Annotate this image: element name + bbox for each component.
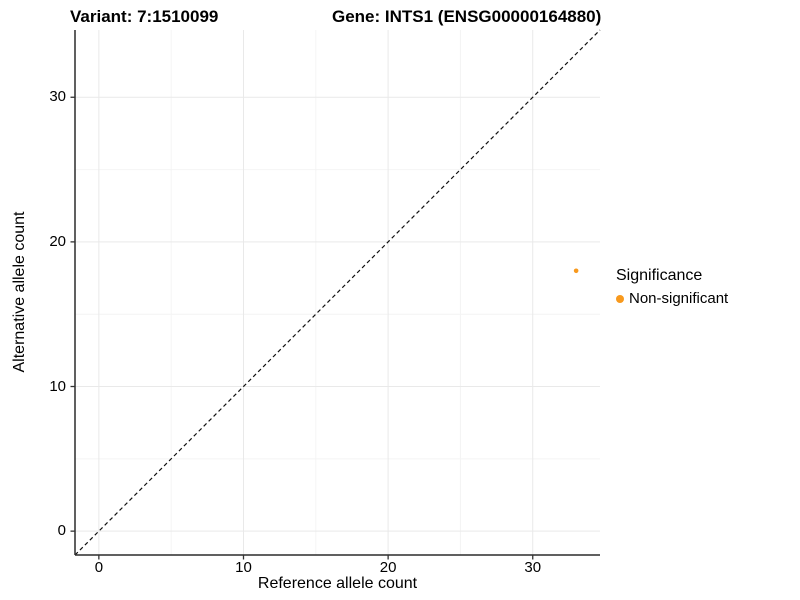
y-tick-label: 20 xyxy=(49,232,66,250)
data-point xyxy=(573,268,579,274)
legend-item-label: Non-significant xyxy=(629,290,729,307)
legend-point-icon xyxy=(616,295,624,303)
plot-title-gene: Gene: INTS1 (ENSG00000164880) xyxy=(332,7,602,26)
plot-title-variant: Variant: 7:1510099 xyxy=(70,7,219,26)
x-tick-label: 10 xyxy=(235,559,252,576)
y-tick-label: 0 xyxy=(57,522,66,540)
legend-title: Significance xyxy=(616,267,703,284)
x-tick-label: 20 xyxy=(379,559,397,576)
identity-dashed-line xyxy=(74,29,601,556)
y-tick-label: 30 xyxy=(49,88,66,106)
y-tick-label: 10 xyxy=(49,377,66,395)
legend-item-non-significant: Non-significant xyxy=(616,291,728,307)
x-axis-title: Reference allele count xyxy=(257,575,418,592)
legend: Significance Non-significant xyxy=(616,266,728,307)
x-tick-label: 30 xyxy=(524,559,542,576)
x-tick-label: 0 xyxy=(94,559,104,576)
y-axis-title: Alternative allele count xyxy=(11,211,28,373)
